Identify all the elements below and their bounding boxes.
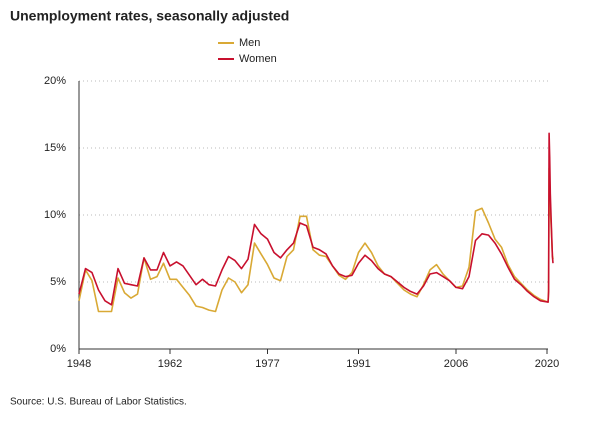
y-tick-label: 0% bbox=[50, 343, 66, 355]
y-tick-label: 5% bbox=[50, 276, 66, 288]
chart-title: Unemployment rates, seasonally adjusted bbox=[10, 8, 289, 24]
series-line bbox=[78, 132, 554, 306]
x-tick-label: 2006 bbox=[444, 358, 468, 370]
y-tick-label: 20% bbox=[44, 75, 66, 87]
x-tick-label: 1962 bbox=[158, 358, 182, 370]
y-tick-label: 15% bbox=[44, 142, 66, 154]
legend-label: Men bbox=[239, 37, 260, 49]
legend-label: Women bbox=[239, 53, 277, 65]
x-tick-label: 1948 bbox=[67, 358, 91, 370]
y-tick-label: 10% bbox=[44, 209, 66, 221]
x-tick-label: 1977 bbox=[255, 358, 279, 370]
series-line bbox=[78, 167, 554, 313]
x-tick-label: 1991 bbox=[346, 358, 370, 370]
source-note: Source: U.S. Bureau of Labor Statistics. bbox=[10, 397, 187, 408]
x-tick-label: 2020 bbox=[535, 358, 559, 370]
